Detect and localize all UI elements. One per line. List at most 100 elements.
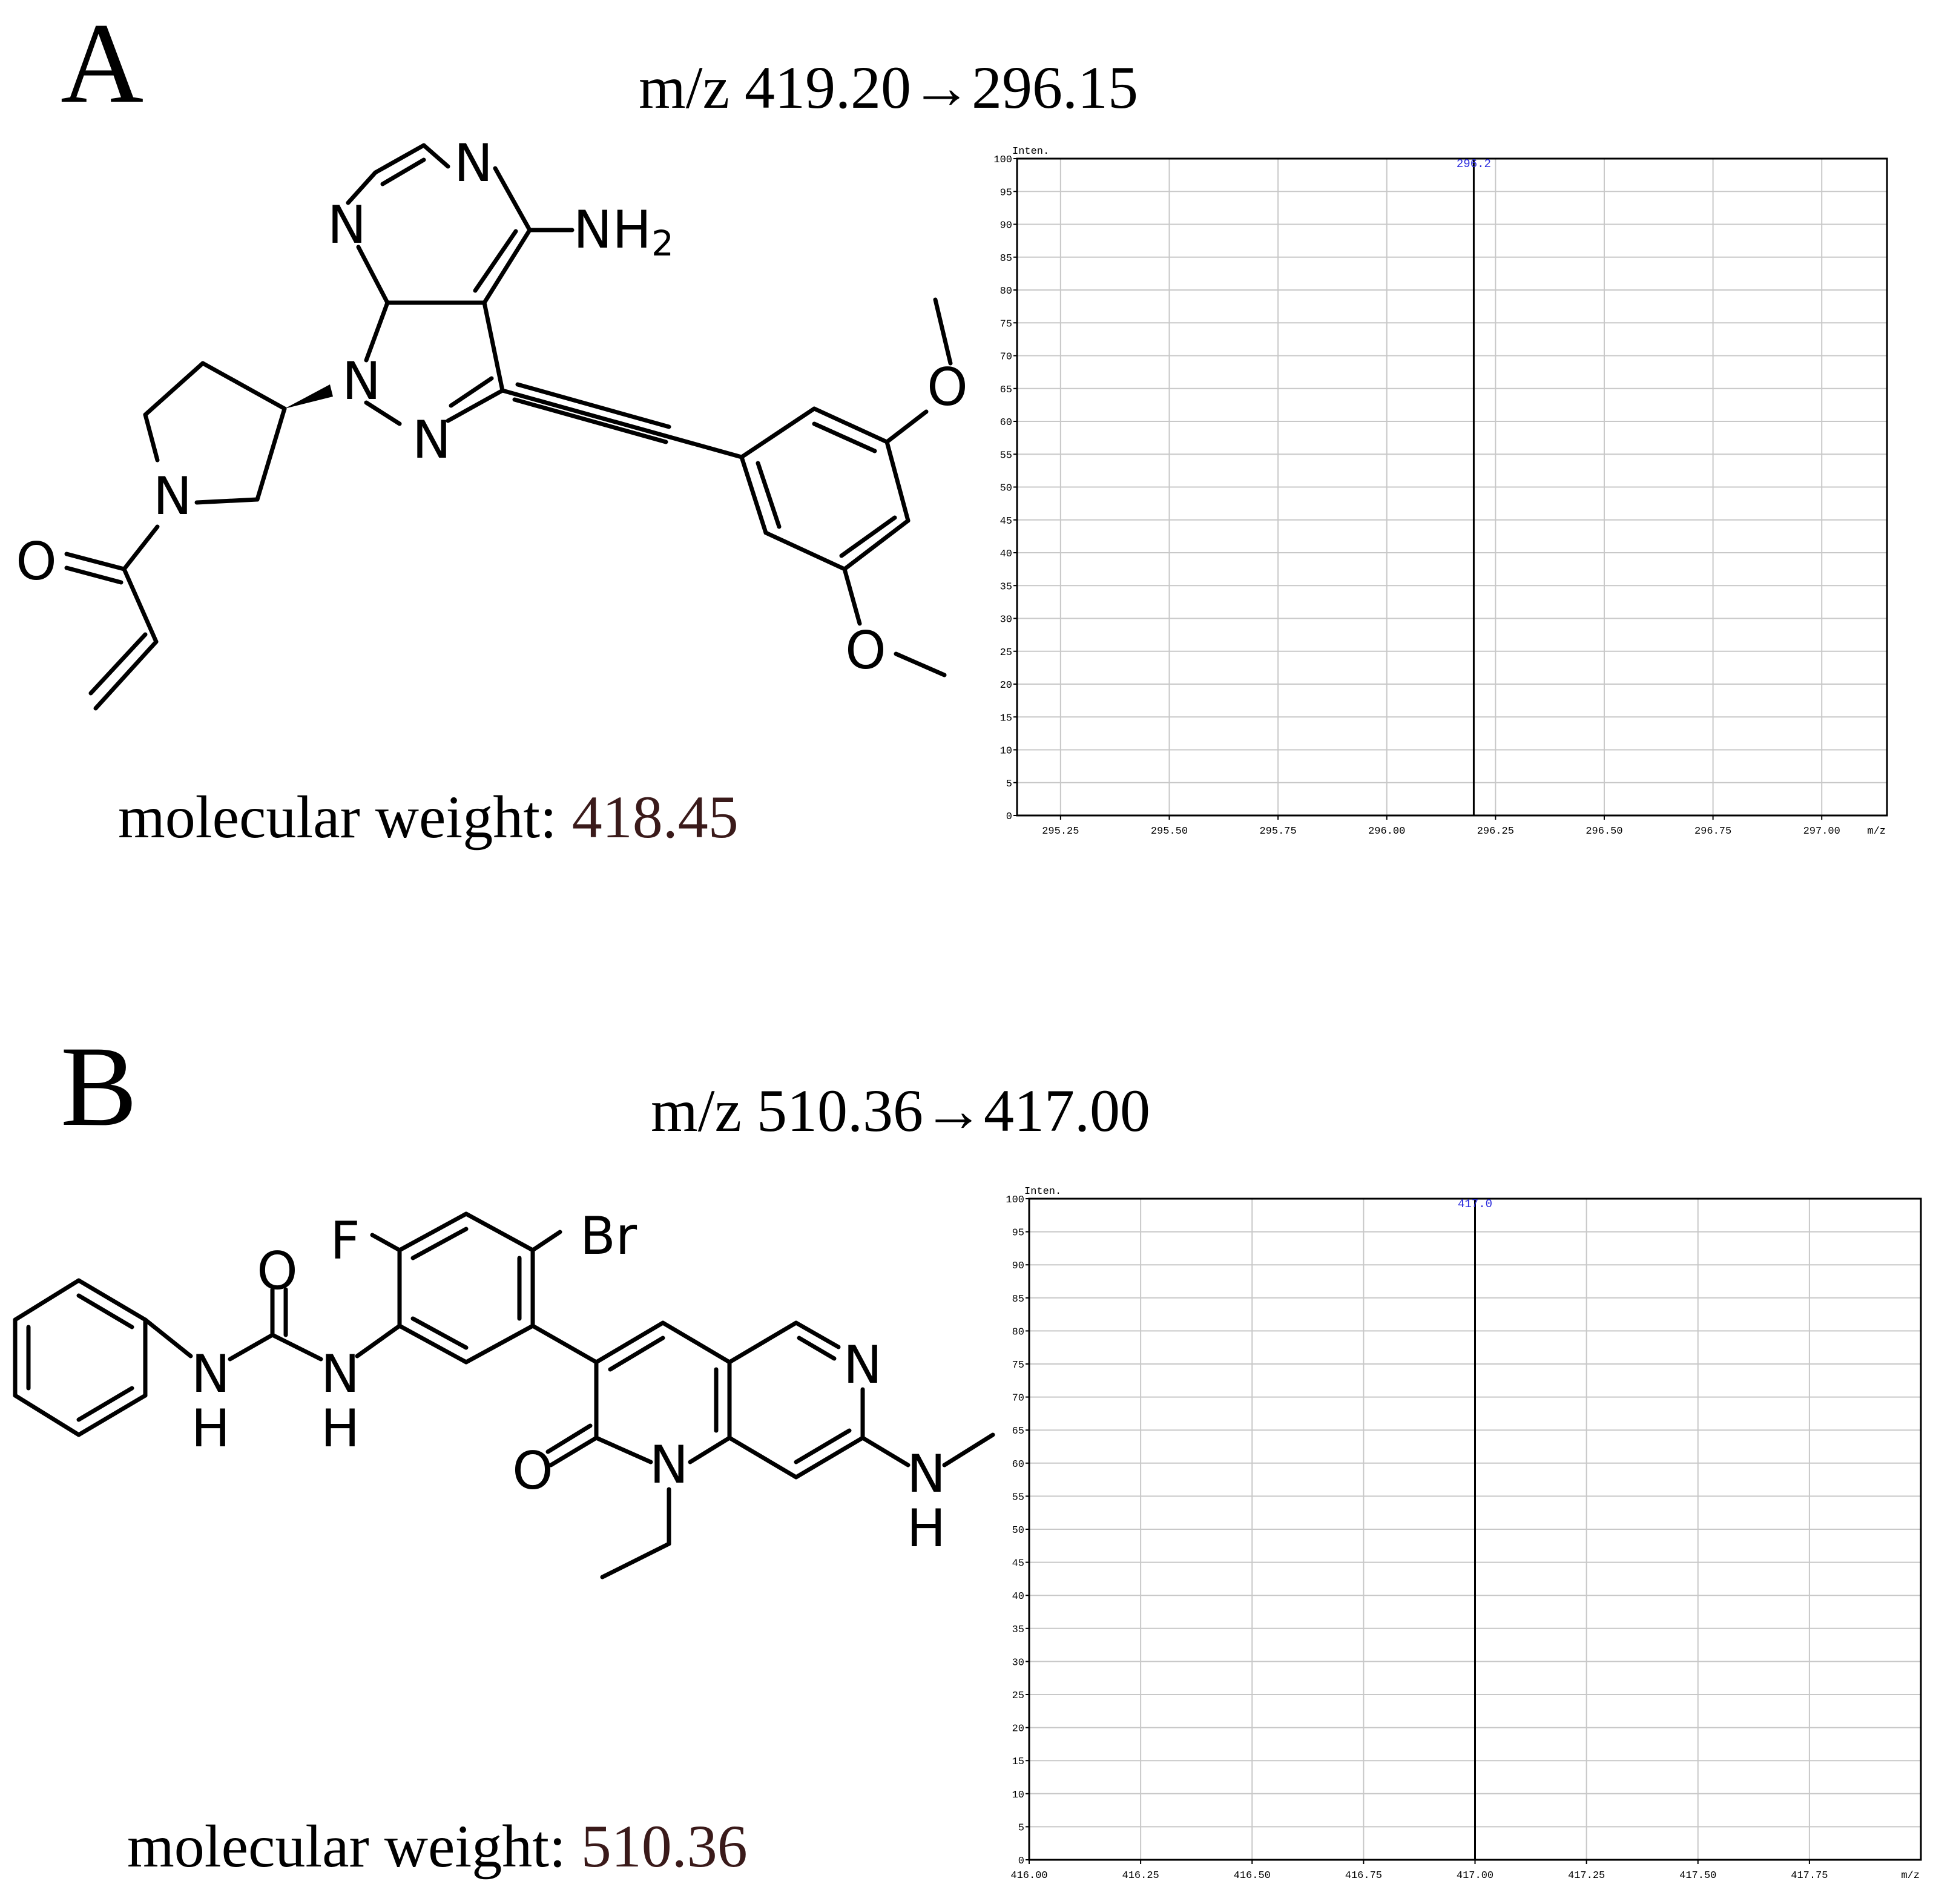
atom-nh2-main: NH <box>573 200 651 260</box>
y-tick-label: 35 <box>1012 1624 1024 1636</box>
y-tick-label: 35 <box>1000 581 1012 593</box>
atom-h-right: H <box>321 1398 360 1459</box>
y-tick-label: 75 <box>1012 1360 1024 1371</box>
y-tick-label: 5 <box>1018 1822 1024 1834</box>
atom-o-ketone: O <box>512 1441 553 1501</box>
atom-o-methoxy1: O <box>927 357 968 418</box>
x-tick-label: 417.25 <box>1568 1870 1605 1882</box>
atom-npyr: N <box>153 466 192 527</box>
y-tick-label: 55 <box>1000 450 1012 461</box>
y-tick-label: 80 <box>1000 286 1012 297</box>
atom-n1: N <box>650 1435 688 1495</box>
x-tick-label: 296.50 <box>1586 826 1622 837</box>
y-tick-label: 45 <box>1012 1558 1024 1570</box>
panel-a-letter: A <box>61 0 144 127</box>
x-axis-label: m/z <box>1867 826 1886 837</box>
y-tick-label: 10 <box>1000 746 1012 757</box>
atom-n8: N <box>412 410 451 470</box>
y-axis-label: Inten. <box>1024 1186 1061 1197</box>
y-tick-label: 65 <box>1000 384 1012 396</box>
y-tick-label: 25 <box>1012 1690 1024 1702</box>
atom-n9: N <box>342 351 381 412</box>
y-tick-label: 60 <box>1000 417 1012 429</box>
x-axis-label: m/z <box>1901 1870 1920 1882</box>
x-tick-label: 295.50 <box>1151 826 1188 837</box>
y-tick-label: 80 <box>1012 1326 1024 1338</box>
y-tick-label: 95 <box>1012 1228 1024 1239</box>
x-tick-label: 295.75 <box>1259 826 1296 837</box>
plot-frame <box>1016 157 1888 817</box>
mw-a-label: molecular weight: <box>118 783 572 851</box>
y-tick-label: 10 <box>1012 1790 1024 1801</box>
atom-h-methyl: H <box>907 1498 946 1559</box>
y-tick-label: 40 <box>1000 548 1012 560</box>
mw-b-label: molecular weight: <box>127 1813 581 1880</box>
spectrum-chart-b: 0 5 10 15 20 25 30 35 40 45 50 55 60 65 70 75 80 85 90 95 10… <box>1006 1186 1922 1882</box>
atom-n2: N <box>328 195 366 255</box>
x-tick-label: 295.25 <box>1042 826 1079 837</box>
spectrum-chart-a: 0 5 10 15 20 25 30 35 40 45 50 55 60 65 70 75 80 85 90 95 10… <box>993 146 1888 837</box>
y-tick-label: 70 <box>1000 352 1012 363</box>
y-tick-label: 70 <box>1012 1393 1024 1405</box>
x-tick-label: 417.00 <box>1457 1870 1493 1882</box>
atom-nh2: NH2 <box>573 200 674 264</box>
molecule-b-structure: F Br O N H N H N N O N H <box>13 1206 995 1580</box>
y-tick-label: 85 <box>1012 1294 1024 1305</box>
y-tick-label: 50 <box>1012 1525 1024 1537</box>
x-tick-label: 416.00 <box>1010 1870 1047 1882</box>
atom-br: Br <box>580 1206 637 1267</box>
y-tick-label: 60 <box>1012 1459 1024 1471</box>
molecule-a-structure: N N NH2 N N N O O O <box>16 133 968 711</box>
y-tick-label: 45 <box>1000 516 1012 527</box>
y-tick-label: 30 <box>1000 614 1012 626</box>
atom-nh-methyl: N <box>907 1444 946 1504</box>
y-tick-label: 65 <box>1012 1426 1024 1437</box>
y-tick-label: 90 <box>1012 1260 1024 1272</box>
peak-label: 296.2 <box>1457 157 1491 171</box>
atom-o-urea: O <box>257 1241 298 1302</box>
atom-n-ring: N <box>843 1335 882 1395</box>
y-tick-label: 0 <box>1018 1856 1024 1867</box>
mw-b-value: 510.36 <box>581 1813 748 1880</box>
y-tick-label: 100 <box>1006 1194 1024 1206</box>
atom-nh-right: N <box>321 1344 360 1405</box>
x-tick-label: 416.50 <box>1234 1870 1271 1882</box>
y-tick-label: 90 <box>1000 220 1012 232</box>
x-tick-label: 297.00 <box>1803 826 1840 837</box>
y-tick-label: 20 <box>1012 1724 1024 1735</box>
y-tick-label: 50 <box>1000 483 1012 495</box>
atom-o-methoxy2: O <box>845 621 886 681</box>
atom-nh-left: N <box>191 1344 230 1405</box>
x-tick-label: 416.25 <box>1122 1870 1159 1882</box>
peak-label: 417.0 <box>1458 1197 1492 1211</box>
panel-b-molecular-weight: molecular weight: 510.36 <box>127 1816 748 1877</box>
panel-b-letter: B <box>61 1023 137 1150</box>
panel-b-transition: m/z 510.36→417.00 <box>651 1077 1150 1144</box>
y-tick-label: 5 <box>1006 779 1012 790</box>
y-tick-label: 75 <box>1000 318 1012 330</box>
panel-a-transition: m/z 419.20→296.15 <box>639 54 1138 121</box>
x-tick-label: 417.50 <box>1679 1870 1716 1882</box>
x-tick-label: 416.75 <box>1345 1870 1382 1882</box>
x-tick-label: 296.00 <box>1368 826 1405 837</box>
x-tick-label: 296.25 <box>1477 826 1514 837</box>
y-tick-label: 25 <box>1000 647 1012 659</box>
atom-n1: N <box>454 133 493 194</box>
atom-f: F <box>330 1211 360 1271</box>
x-tick-label: 417.75 <box>1791 1870 1828 1882</box>
atom-h-left: H <box>191 1398 231 1459</box>
panel-a-molecular-weight: molecular weight: 418.45 <box>118 787 739 848</box>
y-tick-label: 85 <box>1000 253 1012 265</box>
y-tick-label: 95 <box>1000 187 1012 199</box>
y-tick-label: 20 <box>1000 680 1012 691</box>
y-tick-label: 55 <box>1012 1492 1024 1503</box>
atom-o-carbonyl: O <box>16 532 57 592</box>
y-tick-label: 0 <box>1006 811 1012 823</box>
y-tick-label: 15 <box>1012 1756 1024 1768</box>
y-axis-label: Inten. <box>1012 146 1049 157</box>
mw-a-value: 418.45 <box>571 783 739 851</box>
y-tick-label: 15 <box>1000 713 1012 724</box>
y-tick-label: 40 <box>1012 1591 1024 1603</box>
atom-nh2-subscript: 2 <box>651 223 674 264</box>
y-tick-label: 30 <box>1012 1657 1024 1668</box>
